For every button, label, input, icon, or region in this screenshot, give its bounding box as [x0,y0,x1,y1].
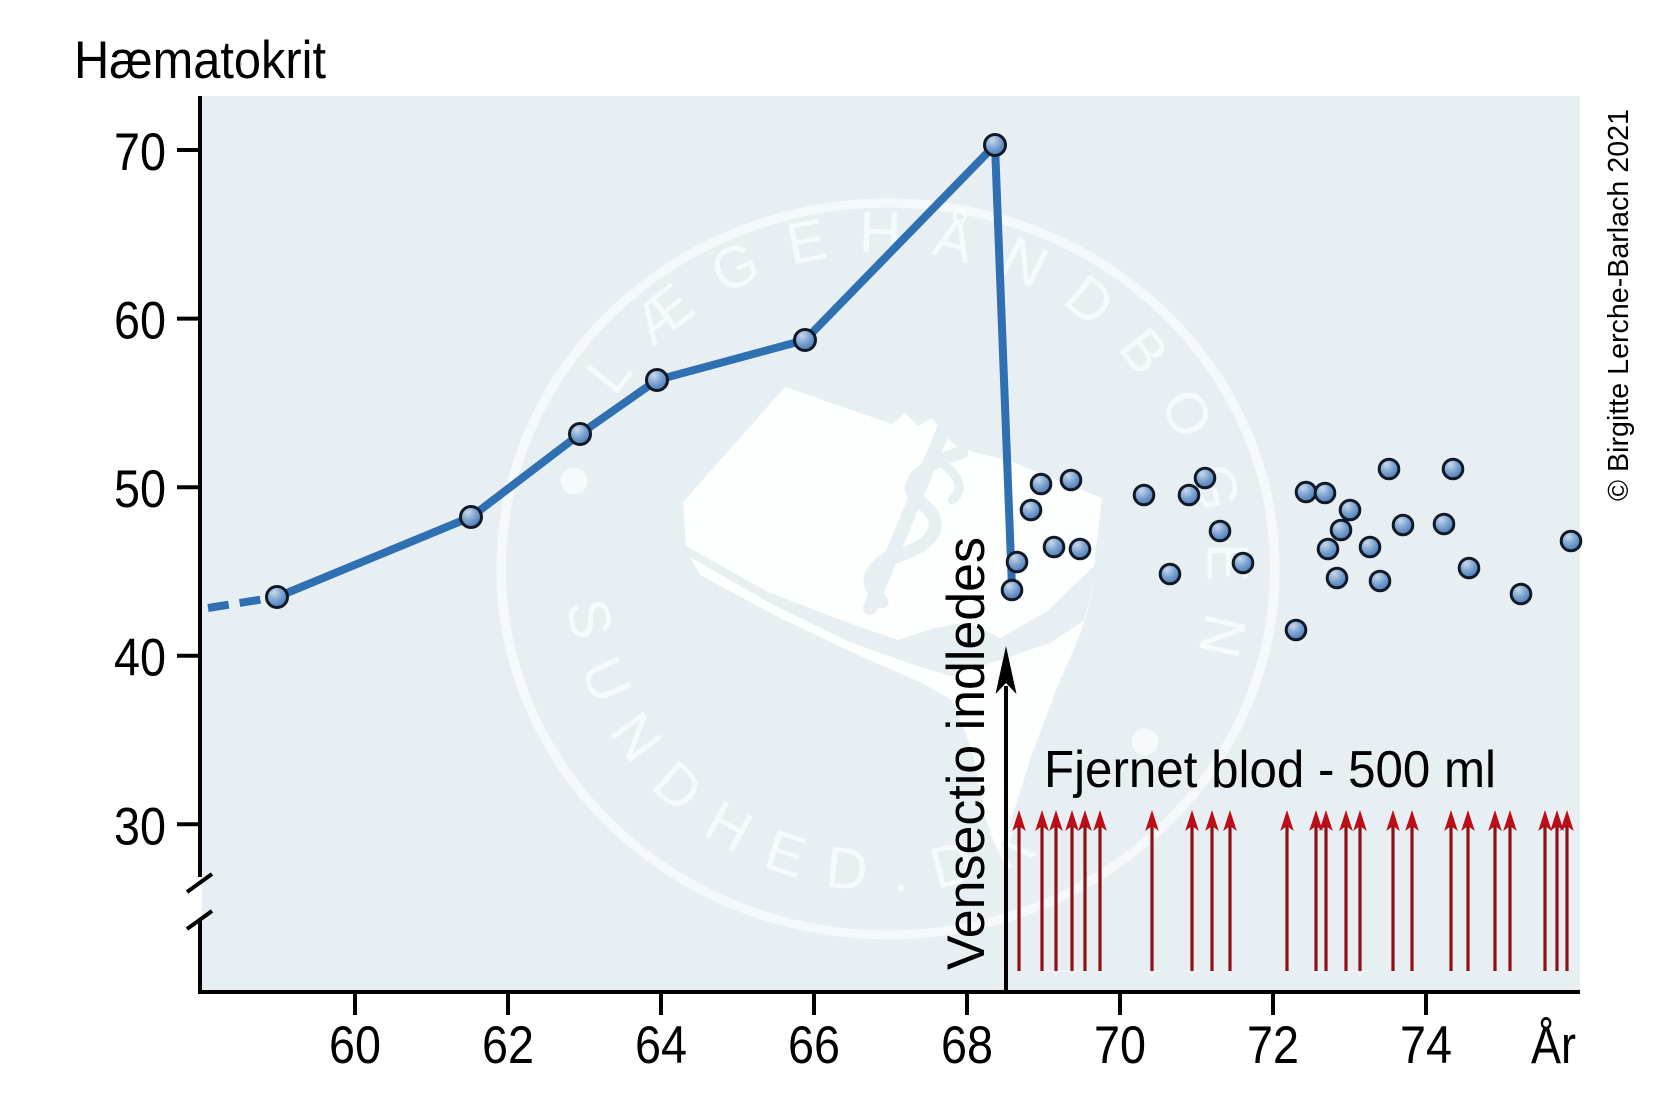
svg-text:70: 70 [1094,1016,1146,1075]
svg-text:64: 64 [635,1016,687,1075]
svg-text:Hæmatokrit: Hæmatokrit [74,31,326,90]
svg-text:Vensectio indledes: Vensectio indledes [937,537,996,970]
svg-text:66: 66 [788,1016,840,1075]
svg-text:40: 40 [114,629,166,688]
svg-text:72: 72 [1247,1016,1299,1075]
svg-text:62: 62 [482,1016,534,1075]
svg-text:70: 70 [114,123,166,182]
svg-text:74: 74 [1400,1016,1452,1075]
svg-text:60: 60 [114,292,166,351]
svg-text:År: År [1531,1016,1576,1075]
svg-text:Fjernet blod - 500 ml: Fjernet blod - 500 ml [1044,741,1496,799]
svg-text:© Birgitte Lerche-Barlach 2021: © Birgitte Lerche-Barlach 2021 [1603,109,1635,501]
svg-text:60: 60 [329,1016,381,1075]
svg-text:50: 50 [114,460,166,519]
svg-text:30: 30 [114,797,166,856]
svg-text:68: 68 [941,1016,993,1075]
